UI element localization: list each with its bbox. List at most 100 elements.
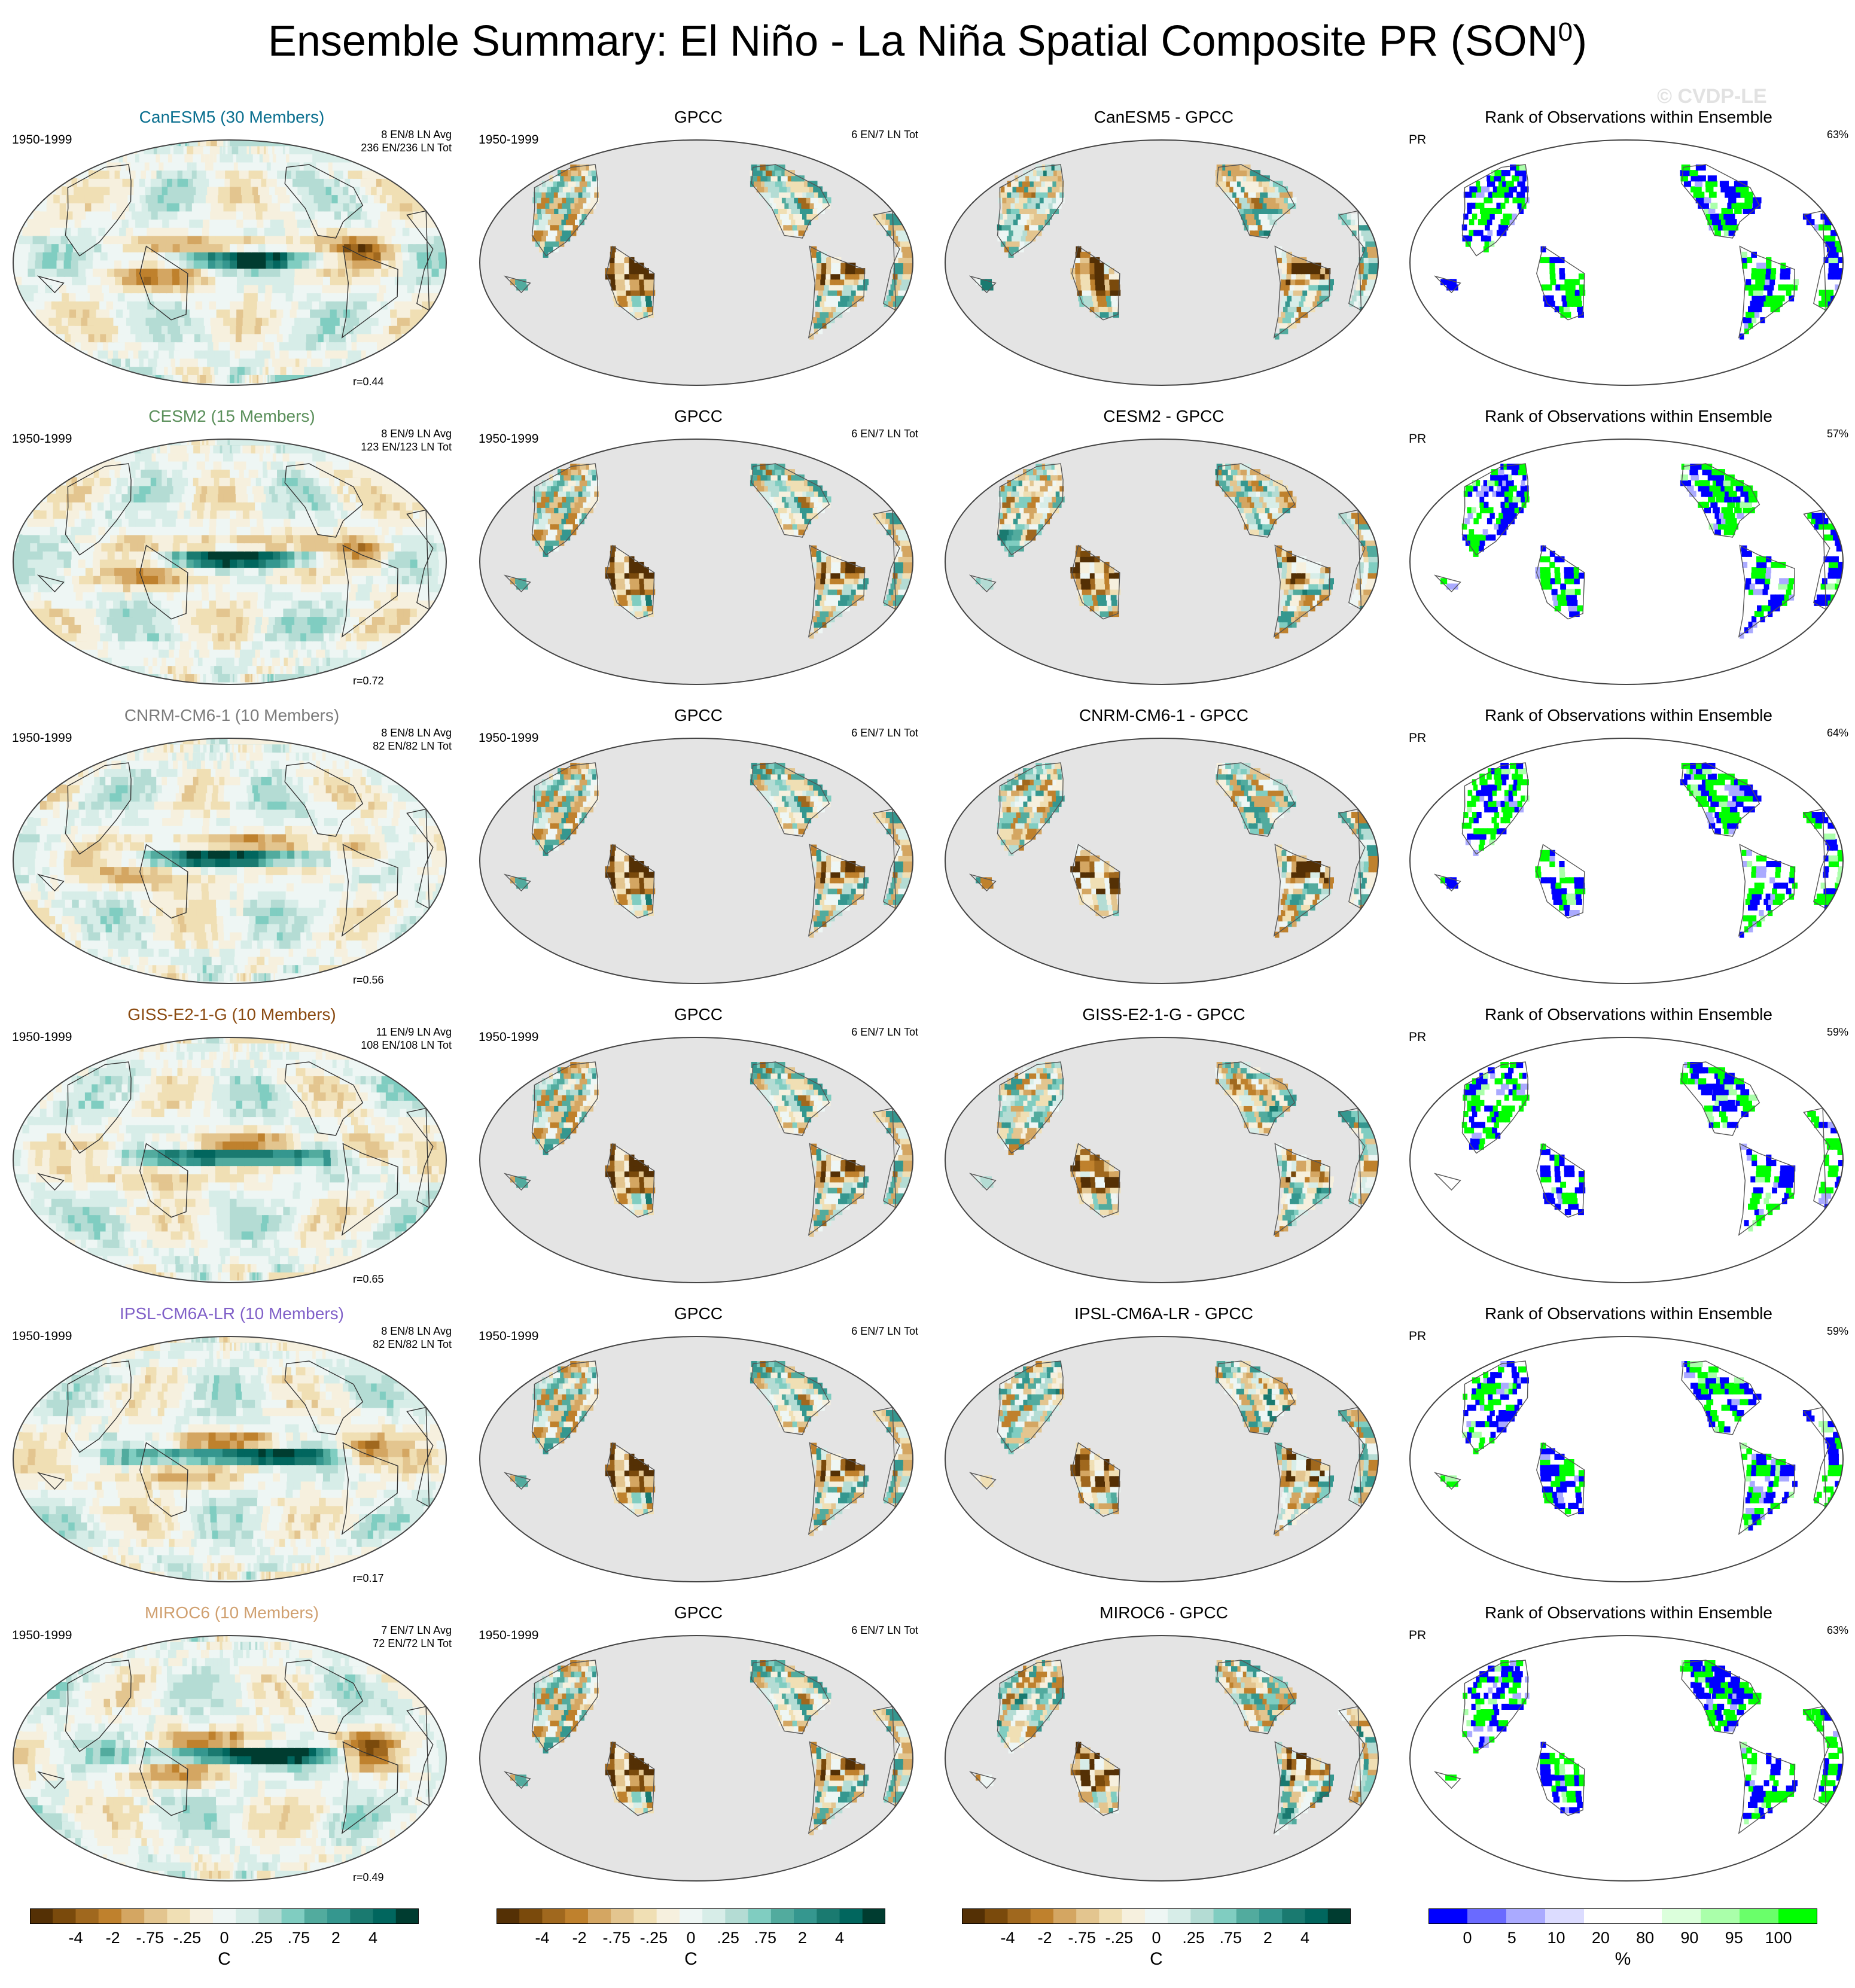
grid-cell [46,510,54,519]
grid-cell [57,227,65,236]
grid-cell [391,592,398,601]
grid-cell [214,665,222,674]
grid-cell [41,518,48,527]
grid-cell [246,342,252,351]
grid-cell [216,599,224,609]
grid-cell [269,211,278,220]
grid-cell [1832,273,1838,280]
grid-cell [180,534,188,544]
grid-cell [826,295,831,302]
grid-cell [1830,230,1838,236]
grid-cell [99,559,108,568]
grid-cell [383,309,391,318]
grid-cell [173,202,180,212]
grid-cell [105,477,111,486]
grid-cell [1351,295,1357,302]
grid-cell [204,501,212,511]
grid-cell [1728,230,1735,236]
grid-cell [397,616,404,625]
grid-cell [233,665,238,674]
grid-cell [80,543,88,552]
grid-cell [416,309,425,318]
grid-cell [207,186,214,196]
grid-cell [1081,284,1088,291]
grid-cell [39,501,47,511]
grid-cell [826,273,831,280]
grid-cell [551,186,556,193]
grid-cell [1052,191,1056,198]
map-field [510,165,913,340]
grid-cell [77,526,86,535]
grid-cell [1048,202,1053,209]
grid-cell [144,211,152,220]
grid-cell [159,293,169,302]
grid-cell [223,202,230,212]
grid-cell [1516,191,1521,198]
grid-cell [218,366,225,375]
grid-cell [817,317,822,324]
grid-cell [545,208,550,214]
grid-cell [318,333,325,343]
grid-cell [342,293,349,302]
grid-cell [1090,279,1096,285]
grid-cell [813,186,823,193]
grid-cell [288,317,296,326]
grid-cell [555,186,559,193]
grid-cell [143,567,152,576]
grid-cell [625,279,631,285]
grid-cell [619,257,625,263]
grid-cell [184,153,191,163]
grid-cell [767,191,775,198]
grid-cell [208,251,216,261]
grid-cell [1484,240,1490,247]
grid-cell [1285,300,1291,307]
grid-cell [211,358,219,367]
grid-cell [321,342,327,351]
grid-cell [811,251,817,258]
grid-cell [144,583,154,593]
grid-cell [849,279,855,285]
grid-cell [1243,208,1251,214]
grid-cell [296,309,304,318]
grid-cell [1012,186,1017,193]
grid-cell [114,469,122,478]
grid-cell [201,583,209,593]
grid-cell [316,342,322,351]
grid-cell [418,592,427,601]
grid-cell [438,550,446,560]
grid-cell [290,641,297,650]
grid-cell [230,559,238,568]
grid-cell [574,170,581,176]
grid-cell [832,290,838,296]
grid-cell [279,284,287,294]
grid-cell [1491,181,1495,187]
grid-cell [430,575,438,584]
grid-cell [272,235,281,245]
grid-cell [1294,312,1299,318]
grid-cell [135,469,141,478]
grid-cell [242,202,250,212]
grid-cell [297,349,304,359]
grid-cell [1013,246,1019,252]
grid-cell [401,300,409,310]
grid-cell [305,599,313,609]
grid-cell [165,550,173,560]
grid-cell [1054,165,1062,171]
grid-cell [1052,181,1057,187]
grid-cell [306,227,315,236]
grid-cell [358,575,367,584]
grid-cell [301,550,310,560]
grid-cell [216,145,220,154]
grid-cell [1690,175,1699,182]
grid-cell [214,649,221,658]
grid-cell [1083,295,1089,302]
grid-cell [334,592,343,601]
grid-cell [550,224,555,231]
grid-cell [236,235,245,245]
grid-cell [19,534,26,544]
grid-cell [197,616,206,625]
grid-cell [838,284,844,291]
grid-cell [78,559,86,568]
grid-cell [824,312,830,318]
grid-cell [1110,295,1117,302]
